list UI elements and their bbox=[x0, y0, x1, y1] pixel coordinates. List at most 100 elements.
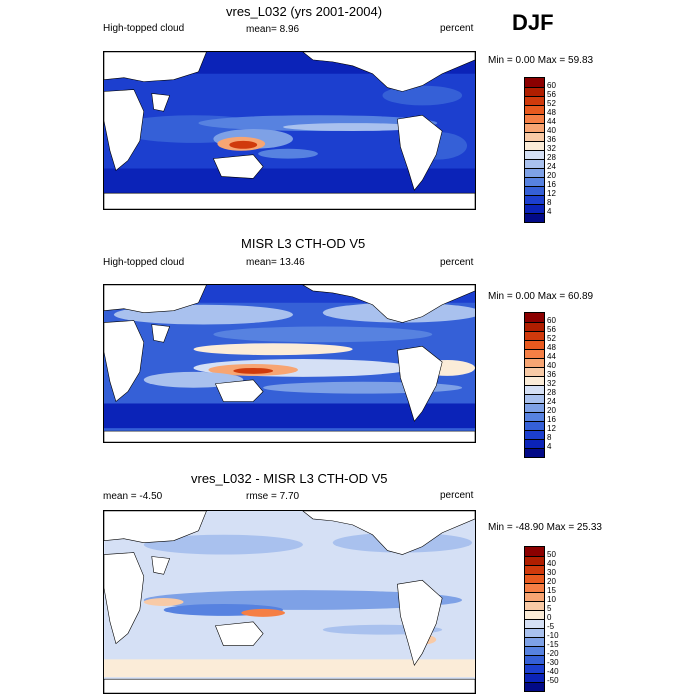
panel-1-map-field bbox=[104, 52, 475, 209]
colorbar-tick-label: 0 bbox=[547, 613, 552, 622]
panel-2-left-label: High-topped cloud bbox=[103, 257, 185, 268]
panel-3-map bbox=[103, 510, 476, 694]
colorbar-swatch bbox=[525, 547, 544, 556]
colorbar-tick-label: 16 bbox=[547, 180, 556, 189]
colorbar-swatch bbox=[525, 673, 544, 682]
colorbar-tick-label: 5 bbox=[547, 604, 552, 613]
colorbar-tick-label: 36 bbox=[547, 135, 556, 144]
colorbar-swatch bbox=[525, 105, 544, 114]
colorbar-tick-label: 48 bbox=[547, 108, 556, 117]
panel-3-rmse: rmse = 7.70 bbox=[246, 491, 300, 502]
colorbar-swatch bbox=[525, 655, 544, 664]
colorbar-tick-label: 24 bbox=[547, 397, 556, 406]
panel-3-colorbar bbox=[524, 546, 545, 692]
colorbar-tick-label: 56 bbox=[547, 90, 556, 99]
panel-1-title: vres_L032 (yrs 2001-2004) bbox=[226, 4, 383, 19]
colorbar-swatch bbox=[525, 376, 544, 385]
panel-2-map bbox=[103, 284, 476, 443]
colorbar-tick-label: -5 bbox=[547, 622, 555, 631]
colorbar-swatch bbox=[525, 87, 544, 96]
panel-2-colorbar bbox=[524, 312, 545, 458]
colorbar-swatch bbox=[525, 132, 544, 141]
colorbar-swatch bbox=[525, 439, 544, 448]
colorbar-swatch bbox=[525, 646, 544, 655]
colorbar-swatch bbox=[525, 168, 544, 177]
colorbar-swatch bbox=[525, 664, 544, 673]
colorbar-tick-label: 56 bbox=[547, 325, 556, 334]
season-label: DJF bbox=[512, 10, 554, 35]
colorbar-swatch bbox=[525, 78, 544, 87]
colorbar-tick-label: 32 bbox=[547, 379, 556, 388]
colorbar-swatch bbox=[525, 331, 544, 340]
colorbar-swatch bbox=[525, 313, 544, 322]
colorbar-tick-label: 12 bbox=[547, 424, 556, 433]
colorbar-swatch bbox=[525, 412, 544, 421]
colorbar-tick-label: 10 bbox=[547, 595, 556, 604]
colorbar-swatch bbox=[525, 565, 544, 574]
colorbar-swatch bbox=[525, 403, 544, 412]
colorbar-swatch bbox=[525, 159, 544, 168]
panel-3-title: vres_L032 - MISR L3 CTH-OD V5 bbox=[191, 471, 388, 486]
colorbar-swatch bbox=[525, 96, 544, 105]
colorbar-tick-label: 8 bbox=[547, 433, 552, 442]
colorbar-tick-label: 24 bbox=[547, 162, 556, 171]
colorbar-tick-label: 60 bbox=[547, 81, 556, 90]
colorbar-tick-label: -50 bbox=[547, 676, 559, 685]
panel-3-mean: mean = -4.50 bbox=[103, 491, 163, 502]
colorbar-tick-label: 44 bbox=[547, 352, 556, 361]
colorbar-swatch bbox=[525, 150, 544, 159]
colorbar-tick-label: 28 bbox=[547, 388, 556, 397]
panel-3-map-field bbox=[104, 511, 475, 693]
colorbar-tick-label: 36 bbox=[547, 370, 556, 379]
colorbar-tick-label: 44 bbox=[547, 117, 556, 126]
colorbar-swatch bbox=[525, 195, 544, 204]
colorbar-swatch bbox=[525, 601, 544, 610]
colorbar-swatch bbox=[525, 123, 544, 132]
colorbar-swatch bbox=[525, 430, 544, 439]
colorbar-tick-label: -20 bbox=[547, 649, 559, 658]
colorbar-tick-label: 40 bbox=[547, 559, 556, 568]
colorbar-swatch bbox=[525, 349, 544, 358]
colorbar-swatch bbox=[525, 628, 544, 637]
panel-1-units: percent bbox=[440, 23, 474, 34]
colorbar-tick-label: -10 bbox=[547, 631, 559, 640]
panel-1-mean: mean= 8.96 bbox=[246, 24, 300, 35]
colorbar-tick-label: 52 bbox=[547, 99, 556, 108]
colorbar-swatch bbox=[525, 448, 544, 457]
colorbar-swatch bbox=[525, 421, 544, 430]
colorbar-swatch bbox=[525, 114, 544, 123]
panel-2-title: MISR L3 CTH-OD V5 bbox=[241, 236, 366, 251]
colorbar-tick-label: 20 bbox=[547, 577, 556, 586]
colorbar-swatch bbox=[525, 610, 544, 619]
colorbar-tick-label: 40 bbox=[547, 361, 556, 370]
colorbar-tick-label: 4 bbox=[547, 442, 552, 451]
colorbar-tick-label: 32 bbox=[547, 144, 556, 153]
colorbar-swatch bbox=[525, 583, 544, 592]
panel-1-map bbox=[103, 51, 476, 210]
panel-3-minmax: Min = -48.90 Max = 25.33 bbox=[488, 522, 602, 533]
colorbar-swatch bbox=[525, 141, 544, 150]
colorbar-swatch bbox=[525, 213, 544, 222]
colorbar-tick-label: 8 bbox=[547, 198, 552, 207]
colorbar-tick-label: 30 bbox=[547, 568, 556, 577]
panel-1-colorbar bbox=[524, 77, 545, 223]
colorbar-tick-label: 12 bbox=[547, 189, 556, 198]
colorbar-swatch bbox=[525, 619, 544, 628]
colorbar-tick-label: -30 bbox=[547, 658, 559, 667]
colorbar-tick-label: 16 bbox=[547, 415, 556, 424]
colorbar-swatch bbox=[525, 358, 544, 367]
colorbar-tick-label: 20 bbox=[547, 171, 556, 180]
panel-2-minmax: Min = 0.00 Max = 60.89 bbox=[488, 291, 594, 302]
colorbar-tick-label: 20 bbox=[547, 406, 556, 415]
colorbar-swatch bbox=[525, 574, 544, 583]
colorbar-tick-label: 48 bbox=[547, 343, 556, 352]
panel-2-mean: mean= 13.46 bbox=[246, 257, 305, 268]
colorbar-swatch bbox=[525, 204, 544, 213]
colorbar-swatch bbox=[525, 367, 544, 376]
panel-2-units: percent bbox=[440, 257, 474, 268]
colorbar-swatch bbox=[525, 186, 544, 195]
colorbar-swatch bbox=[525, 637, 544, 646]
colorbar-swatch bbox=[525, 556, 544, 565]
colorbar-tick-label: 4 bbox=[547, 207, 552, 216]
colorbar-tick-label: 40 bbox=[547, 126, 556, 135]
